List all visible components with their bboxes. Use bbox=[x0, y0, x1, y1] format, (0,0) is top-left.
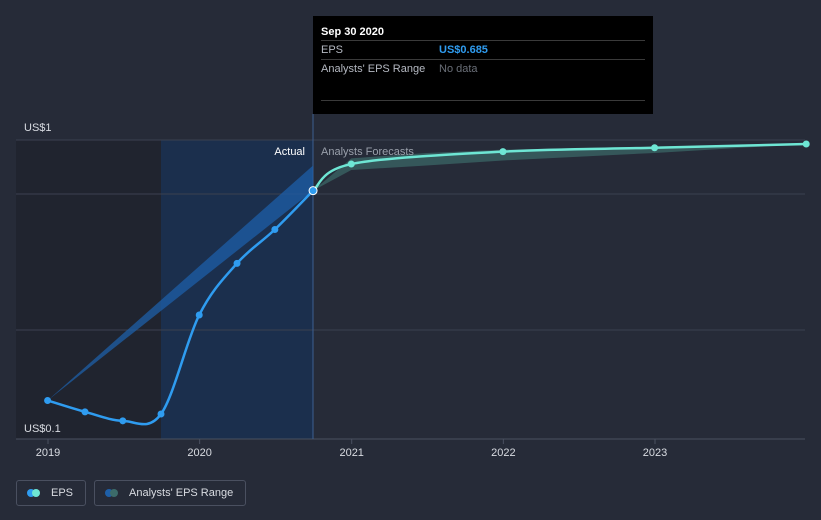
eps-point bbox=[195, 311, 203, 319]
eps-point bbox=[271, 225, 279, 233]
x-tick-label: 2022 bbox=[491, 447, 515, 459]
tooltip: Sep 30 2020 EPS US$0.685 Analysts' EPS R… bbox=[313, 16, 653, 114]
tooltip-divider bbox=[321, 100, 645, 101]
legend-eps-label: EPS bbox=[51, 487, 74, 499]
eps-point bbox=[802, 140, 810, 148]
tooltip-eps-value: US$0.685 bbox=[439, 44, 488, 56]
x-tick-label: 2021 bbox=[339, 447, 363, 459]
legend-range-label: Analysts' EPS Range bbox=[129, 487, 234, 499]
y-tick-label-top: US$1 bbox=[24, 122, 52, 134]
eps-point bbox=[233, 259, 241, 267]
past-shade-dark bbox=[16, 140, 161, 439]
tooltip-range-value: No data bbox=[439, 63, 478, 75]
x-tick-label: 2020 bbox=[187, 447, 211, 459]
range-swatch-icon bbox=[105, 489, 121, 497]
y-axis-ticks: US$1 US$0.1 bbox=[24, 122, 61, 435]
eps-point bbox=[651, 144, 659, 152]
eps-swatch-icon bbox=[27, 489, 43, 497]
x-tick-label: 2019 bbox=[36, 447, 60, 459]
tooltip-range-row: Analysts' EPS Range No data bbox=[321, 59, 645, 78]
eps-point bbox=[81, 408, 89, 416]
tooltip-date: Sep 30 2020 bbox=[321, 26, 384, 38]
forecast-label: Analysts Forecasts bbox=[321, 146, 414, 158]
eps-point bbox=[119, 417, 127, 425]
x-tick-label: 2023 bbox=[643, 447, 667, 459]
eps-point bbox=[44, 396, 52, 404]
eps-line-actual bbox=[47, 189, 314, 426]
eps-point bbox=[347, 160, 355, 168]
actual-label: Actual bbox=[274, 146, 305, 158]
eps-point bbox=[157, 410, 165, 418]
highlight-point bbox=[308, 186, 318, 196]
legend: EPS Analysts' EPS Range bbox=[16, 480, 247, 506]
eps-point bbox=[499, 148, 507, 156]
tooltip-eps-row: EPS US$0.685 bbox=[321, 40, 645, 59]
tooltip-range-label: Analysts' EPS Range bbox=[321, 63, 426, 75]
x-axis-ticks: 2019 2020 2021 2022 2023 bbox=[36, 439, 667, 459]
eps-points bbox=[44, 140, 810, 425]
tooltip-eps-label: EPS bbox=[321, 44, 344, 56]
y-tick-label-bottom: US$0.1 bbox=[24, 423, 61, 435]
legend-range-button[interactable]: Analysts' EPS Range bbox=[94, 480, 247, 506]
legend-eps-button[interactable]: EPS bbox=[16, 480, 87, 506]
eps-range-band-actual bbox=[47, 165, 314, 401]
